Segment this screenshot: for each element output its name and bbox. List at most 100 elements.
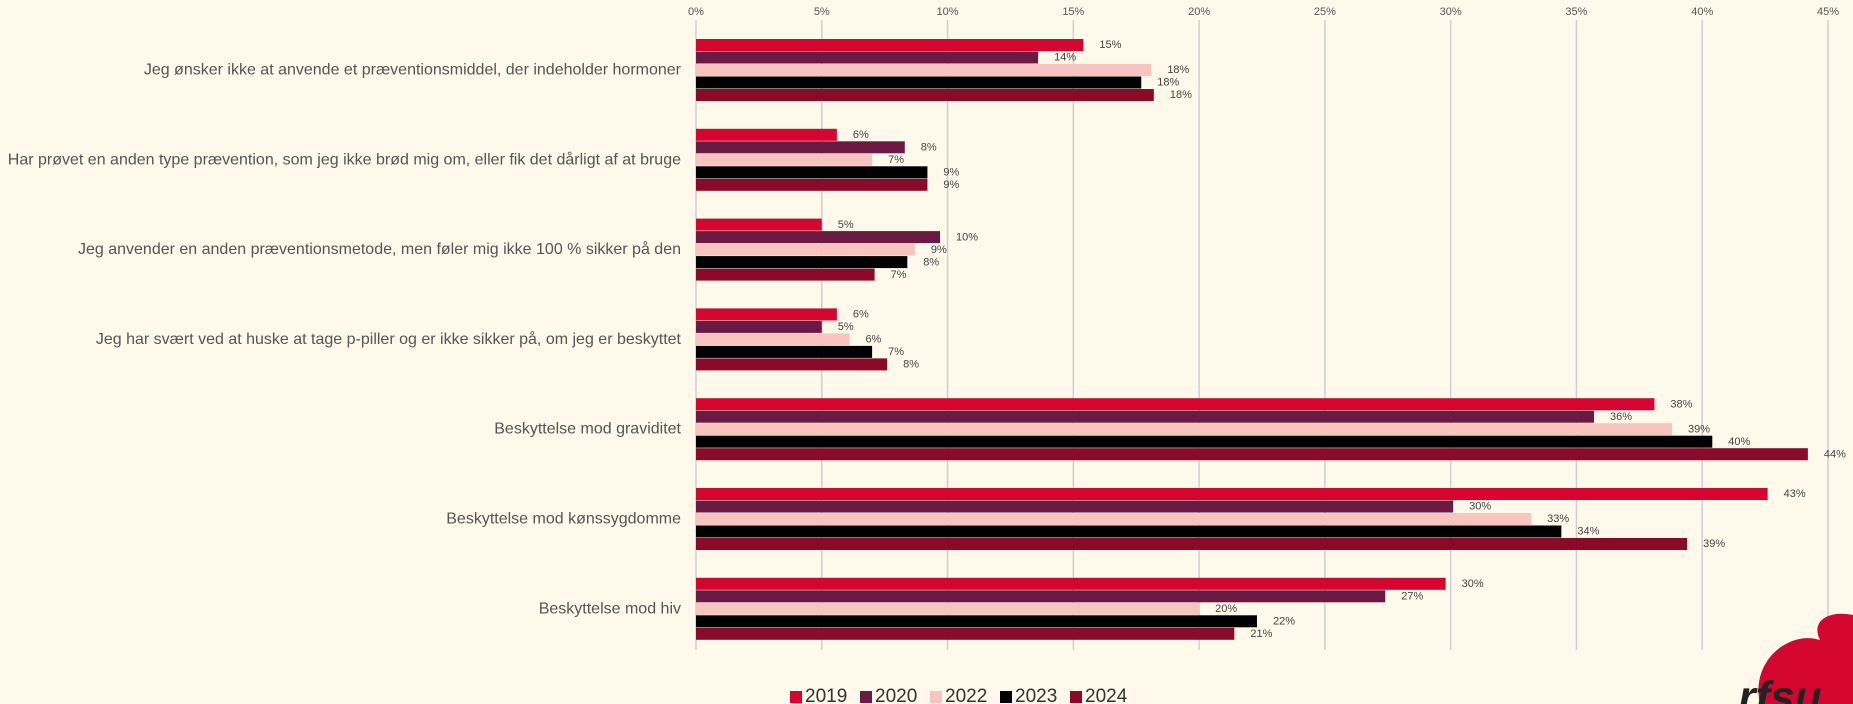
- bar: [696, 538, 1688, 550]
- bar: [696, 218, 822, 231]
- bar: [696, 39, 1084, 51]
- bar: [696, 513, 1532, 525]
- value-label: 5%: [838, 321, 854, 333]
- value-label: 6%: [865, 334, 881, 346]
- value-label: 7%: [888, 154, 904, 166]
- bar: [696, 243, 915, 256]
- value-label: 7%: [891, 269, 907, 281]
- bar: [696, 577, 1446, 590]
- bar: [696, 89, 1154, 101]
- value-label: 36%: [1610, 411, 1632, 423]
- bar: [696, 320, 822, 333]
- value-label: 39%: [1703, 538, 1725, 550]
- bar: [696, 64, 1152, 76]
- bar: [696, 358, 888, 371]
- value-label: 7%: [888, 346, 904, 358]
- value-label: 5%: [838, 219, 854, 231]
- value-label: 15%: [1099, 39, 1121, 51]
- bar: [696, 615, 1257, 628]
- legend-swatch: [1070, 691, 1082, 703]
- value-label: 39%: [1688, 423, 1710, 435]
- value-label: 8%: [921, 141, 937, 153]
- bar: [696, 128, 837, 141]
- value-label: 18%: [1170, 89, 1192, 101]
- value-label: 6%: [853, 129, 869, 141]
- value-label: 9%: [943, 179, 959, 191]
- value-label: 20%: [1215, 603, 1237, 615]
- value-label: 21%: [1250, 628, 1272, 640]
- x-tick-label: 5%: [814, 6, 830, 18]
- x-tick-label: 25%: [1314, 6, 1336, 18]
- bar: [696, 398, 1655, 411]
- bar: [696, 308, 837, 321]
- value-label: 22%: [1273, 615, 1295, 627]
- x-tick-label: 10%: [937, 6, 959, 18]
- bar: [696, 448, 1808, 461]
- value-label: 33%: [1547, 513, 1569, 525]
- value-label: 14%: [1054, 52, 1076, 64]
- value-label: 8%: [923, 256, 939, 268]
- x-tick-label: 20%: [1188, 6, 1210, 18]
- category-label: Beskyttelse mod hiv: [539, 600, 681, 617]
- category-label: Beskyttelse mod kønssygdomme: [446, 510, 681, 527]
- logo-flame: [1758, 613, 1853, 704]
- bar: [696, 76, 1142, 89]
- legend-label: 2024: [1085, 686, 1128, 704]
- bar: [696, 51, 1039, 64]
- x-tick-label: 35%: [1565, 6, 1587, 18]
- value-label: 18%: [1167, 64, 1189, 76]
- legend-label: 2020: [875, 686, 917, 704]
- bar: [696, 435, 1713, 448]
- legend-swatch: [1000, 691, 1012, 703]
- value-label: 27%: [1401, 590, 1423, 602]
- legend-swatch: [930, 691, 942, 703]
- x-tick-label: 0%: [688, 6, 704, 18]
- value-label: 10%: [956, 231, 978, 243]
- bar: [696, 602, 1200, 615]
- legend-swatch: [790, 691, 802, 703]
- bar: [696, 525, 1562, 538]
- value-label: 30%: [1462, 578, 1484, 590]
- value-label: 8%: [903, 359, 919, 371]
- bar: [696, 141, 905, 154]
- value-label: 34%: [1577, 526, 1599, 538]
- x-tick-label: 45%: [1817, 6, 1839, 18]
- bar: [696, 153, 873, 166]
- category-label: Har prøvet en anden type prævention, som…: [8, 150, 681, 168]
- value-label: 18%: [1157, 77, 1179, 89]
- legend-label: 2019: [805, 686, 847, 704]
- bar: [696, 627, 1235, 640]
- value-label: 43%: [1784, 488, 1806, 500]
- bar: [696, 256, 908, 269]
- bar: [696, 500, 1454, 513]
- value-label: 40%: [1728, 436, 1750, 448]
- category-label: Beskyttelse mod graviditet: [494, 421, 681, 438]
- x-tick-label: 40%: [1691, 6, 1713, 18]
- logo: rfsu: [1738, 673, 1821, 704]
- category-label: Jeg ønsker ikke at anvende et prævention…: [144, 61, 682, 78]
- value-label: 9%: [943, 166, 959, 178]
- bar: [696, 345, 873, 358]
- category-label: Jeg har svært ved at huske at tage p-pil…: [96, 330, 682, 348]
- bar: [696, 410, 1595, 423]
- bar: [696, 268, 875, 281]
- x-tick-label: 30%: [1440, 6, 1462, 18]
- value-label: 44%: [1824, 448, 1846, 460]
- category-label: Jeg anvender en anden præventionsmetode,…: [78, 240, 681, 258]
- value-label: 9%: [931, 244, 947, 256]
- value-label: 30%: [1469, 501, 1491, 513]
- bar: [696, 166, 928, 179]
- bar: [696, 333, 850, 346]
- x-tick-label: 15%: [1062, 6, 1084, 18]
- legend-label: 2022: [945, 686, 987, 704]
- bar: [696, 423, 1673, 436]
- value-label: 6%: [853, 309, 869, 321]
- value-label: 38%: [1670, 398, 1692, 410]
- bar: [696, 488, 1768, 500]
- bar: [696, 178, 928, 191]
- bar: [696, 231, 941, 244]
- bar: [696, 590, 1386, 603]
- legend-label: 2023: [1015, 686, 1057, 704]
